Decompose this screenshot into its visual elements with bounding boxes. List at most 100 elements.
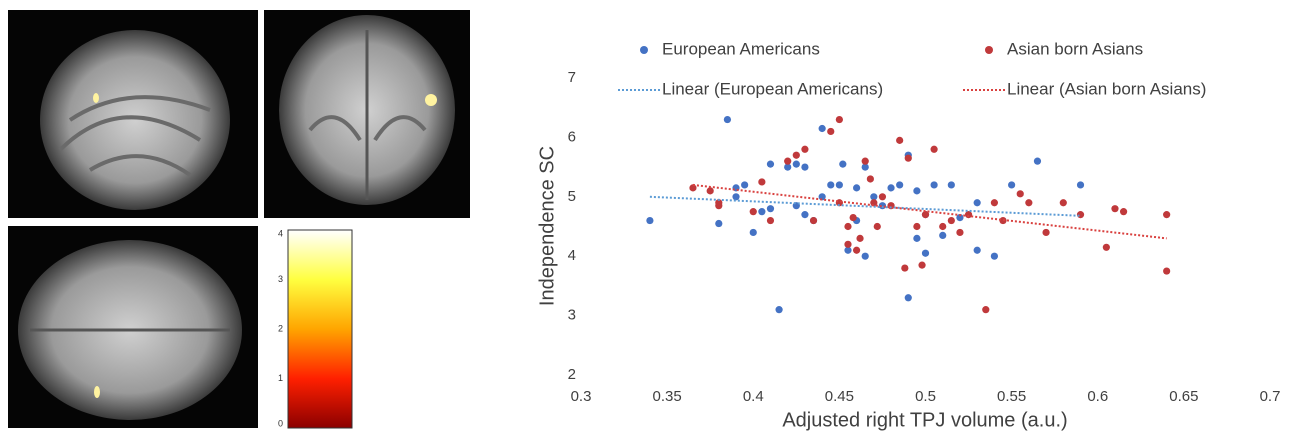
scatter-point [1163, 211, 1170, 218]
scatter-point [853, 247, 860, 254]
legend-marker [640, 46, 648, 54]
scatter-point [767, 205, 774, 212]
scatter-point [896, 181, 903, 188]
scatter-point [732, 193, 739, 200]
x-axis-label: Adjusted right TPJ volume (a.u.) [782, 409, 1067, 431]
y-tick-label: 2 [568, 366, 576, 383]
scatter-point [1017, 190, 1024, 197]
scatter-point [931, 146, 938, 153]
scatter-point [856, 235, 863, 242]
y-tick-label: 4 [568, 247, 576, 264]
scatter-point [1077, 211, 1084, 218]
scatter-point [819, 125, 826, 132]
scatter-point [991, 253, 998, 260]
scatter-point [836, 116, 843, 123]
scatter-point [850, 214, 857, 221]
scatter-point [767, 217, 774, 224]
scatter-point [1008, 181, 1015, 188]
x-tick-label: 0.7 [1260, 388, 1281, 405]
scatter-point [741, 181, 748, 188]
colorbar-tick-label: 4 [278, 228, 283, 238]
x-tick-label: 0.3 [571, 388, 592, 405]
scatter-point [758, 208, 765, 215]
scatter-point [827, 181, 834, 188]
scatter-point [956, 229, 963, 236]
brain-coronal [264, 10, 470, 218]
brain-axial [8, 226, 258, 428]
x-tick-label: 0.6 [1087, 388, 1108, 405]
scatter-point [1060, 199, 1067, 206]
scatter-point [750, 229, 757, 236]
x-tick-label: 0.45 [825, 388, 854, 405]
scatter-point [1103, 244, 1110, 251]
scatter-point [801, 164, 808, 171]
scatter-point [905, 294, 912, 301]
legend-marker [985, 46, 993, 54]
y-tick-label: 5 [568, 188, 576, 205]
x-tick-label: 0.55 [997, 388, 1026, 405]
scatter-point [724, 116, 731, 123]
scatter-point [939, 232, 946, 239]
scatter-point [793, 161, 800, 168]
scatter-point [1111, 205, 1118, 212]
scatter-point [715, 220, 722, 227]
scatter-point [862, 253, 869, 260]
page: 0 1 2 3 4 Adjusted right TPJ volume (a.u.) I… [0, 0, 1291, 436]
scatter-point [913, 235, 920, 242]
colorbar-gradient [288, 230, 352, 428]
scatter-point [982, 306, 989, 313]
scatter-point [801, 146, 808, 153]
legend-label: Linear (Asian born Asians) [1007, 79, 1206, 98]
scatter-point [767, 161, 774, 168]
scatter-point [991, 199, 998, 206]
figure: 0 1 2 3 4 Adjusted right TPJ volume (a.u.) I… [0, 0, 1291, 436]
scatter-point [905, 155, 912, 162]
scatter-point [974, 247, 981, 254]
y-tick-label: 3 [568, 307, 576, 324]
x-tick-label: 0.35 [653, 388, 682, 405]
scatter-point [839, 161, 846, 168]
scatter-point [913, 223, 920, 230]
scatter-point [1120, 208, 1127, 215]
x-tick-label: 0.4 [743, 388, 764, 405]
scatter-point [844, 223, 851, 230]
scatter-point [887, 184, 894, 191]
legend-label: European Americans [662, 39, 820, 58]
scatter-point [874, 223, 881, 230]
scatter-point [896, 137, 903, 144]
scatter-point [931, 181, 938, 188]
scatter-point [836, 181, 843, 188]
scatter-point [948, 217, 955, 224]
scatter-point [913, 187, 920, 194]
scatter-point [948, 181, 955, 188]
scatter-point [867, 175, 874, 182]
scatter-point [974, 199, 981, 206]
scatter-point [707, 187, 714, 194]
scatter-point [918, 262, 925, 269]
scatter-point [1042, 229, 1049, 236]
x-tick-label: 0.65 [1169, 388, 1198, 405]
y-tick-label: 6 [568, 128, 576, 145]
scatter-point [801, 211, 808, 218]
y-axis-label: Independence SC [536, 146, 558, 306]
scatter-point [922, 250, 929, 257]
scatter-point [775, 306, 782, 313]
colorbar-tick-label: 2 [278, 323, 283, 333]
scatter-point [1025, 199, 1032, 206]
scatter-point [1034, 158, 1041, 165]
legend-label: Linear (European Americans) [662, 79, 883, 98]
scatter-point [784, 158, 791, 165]
colorbar-tick-label: 1 [278, 373, 283, 383]
scatter-point [965, 211, 972, 218]
scatter-point [827, 128, 834, 135]
brain-sagittal [8, 10, 258, 218]
trend-line [650, 197, 1081, 216]
scatter-point [862, 158, 869, 165]
y-tick-label: 7 [568, 69, 576, 86]
scatter-point [901, 264, 908, 271]
scatter-point [646, 217, 653, 224]
scatter-point [810, 217, 817, 224]
scatter-point [844, 241, 851, 248]
colorbar-tick-label: 0 [278, 418, 283, 428]
